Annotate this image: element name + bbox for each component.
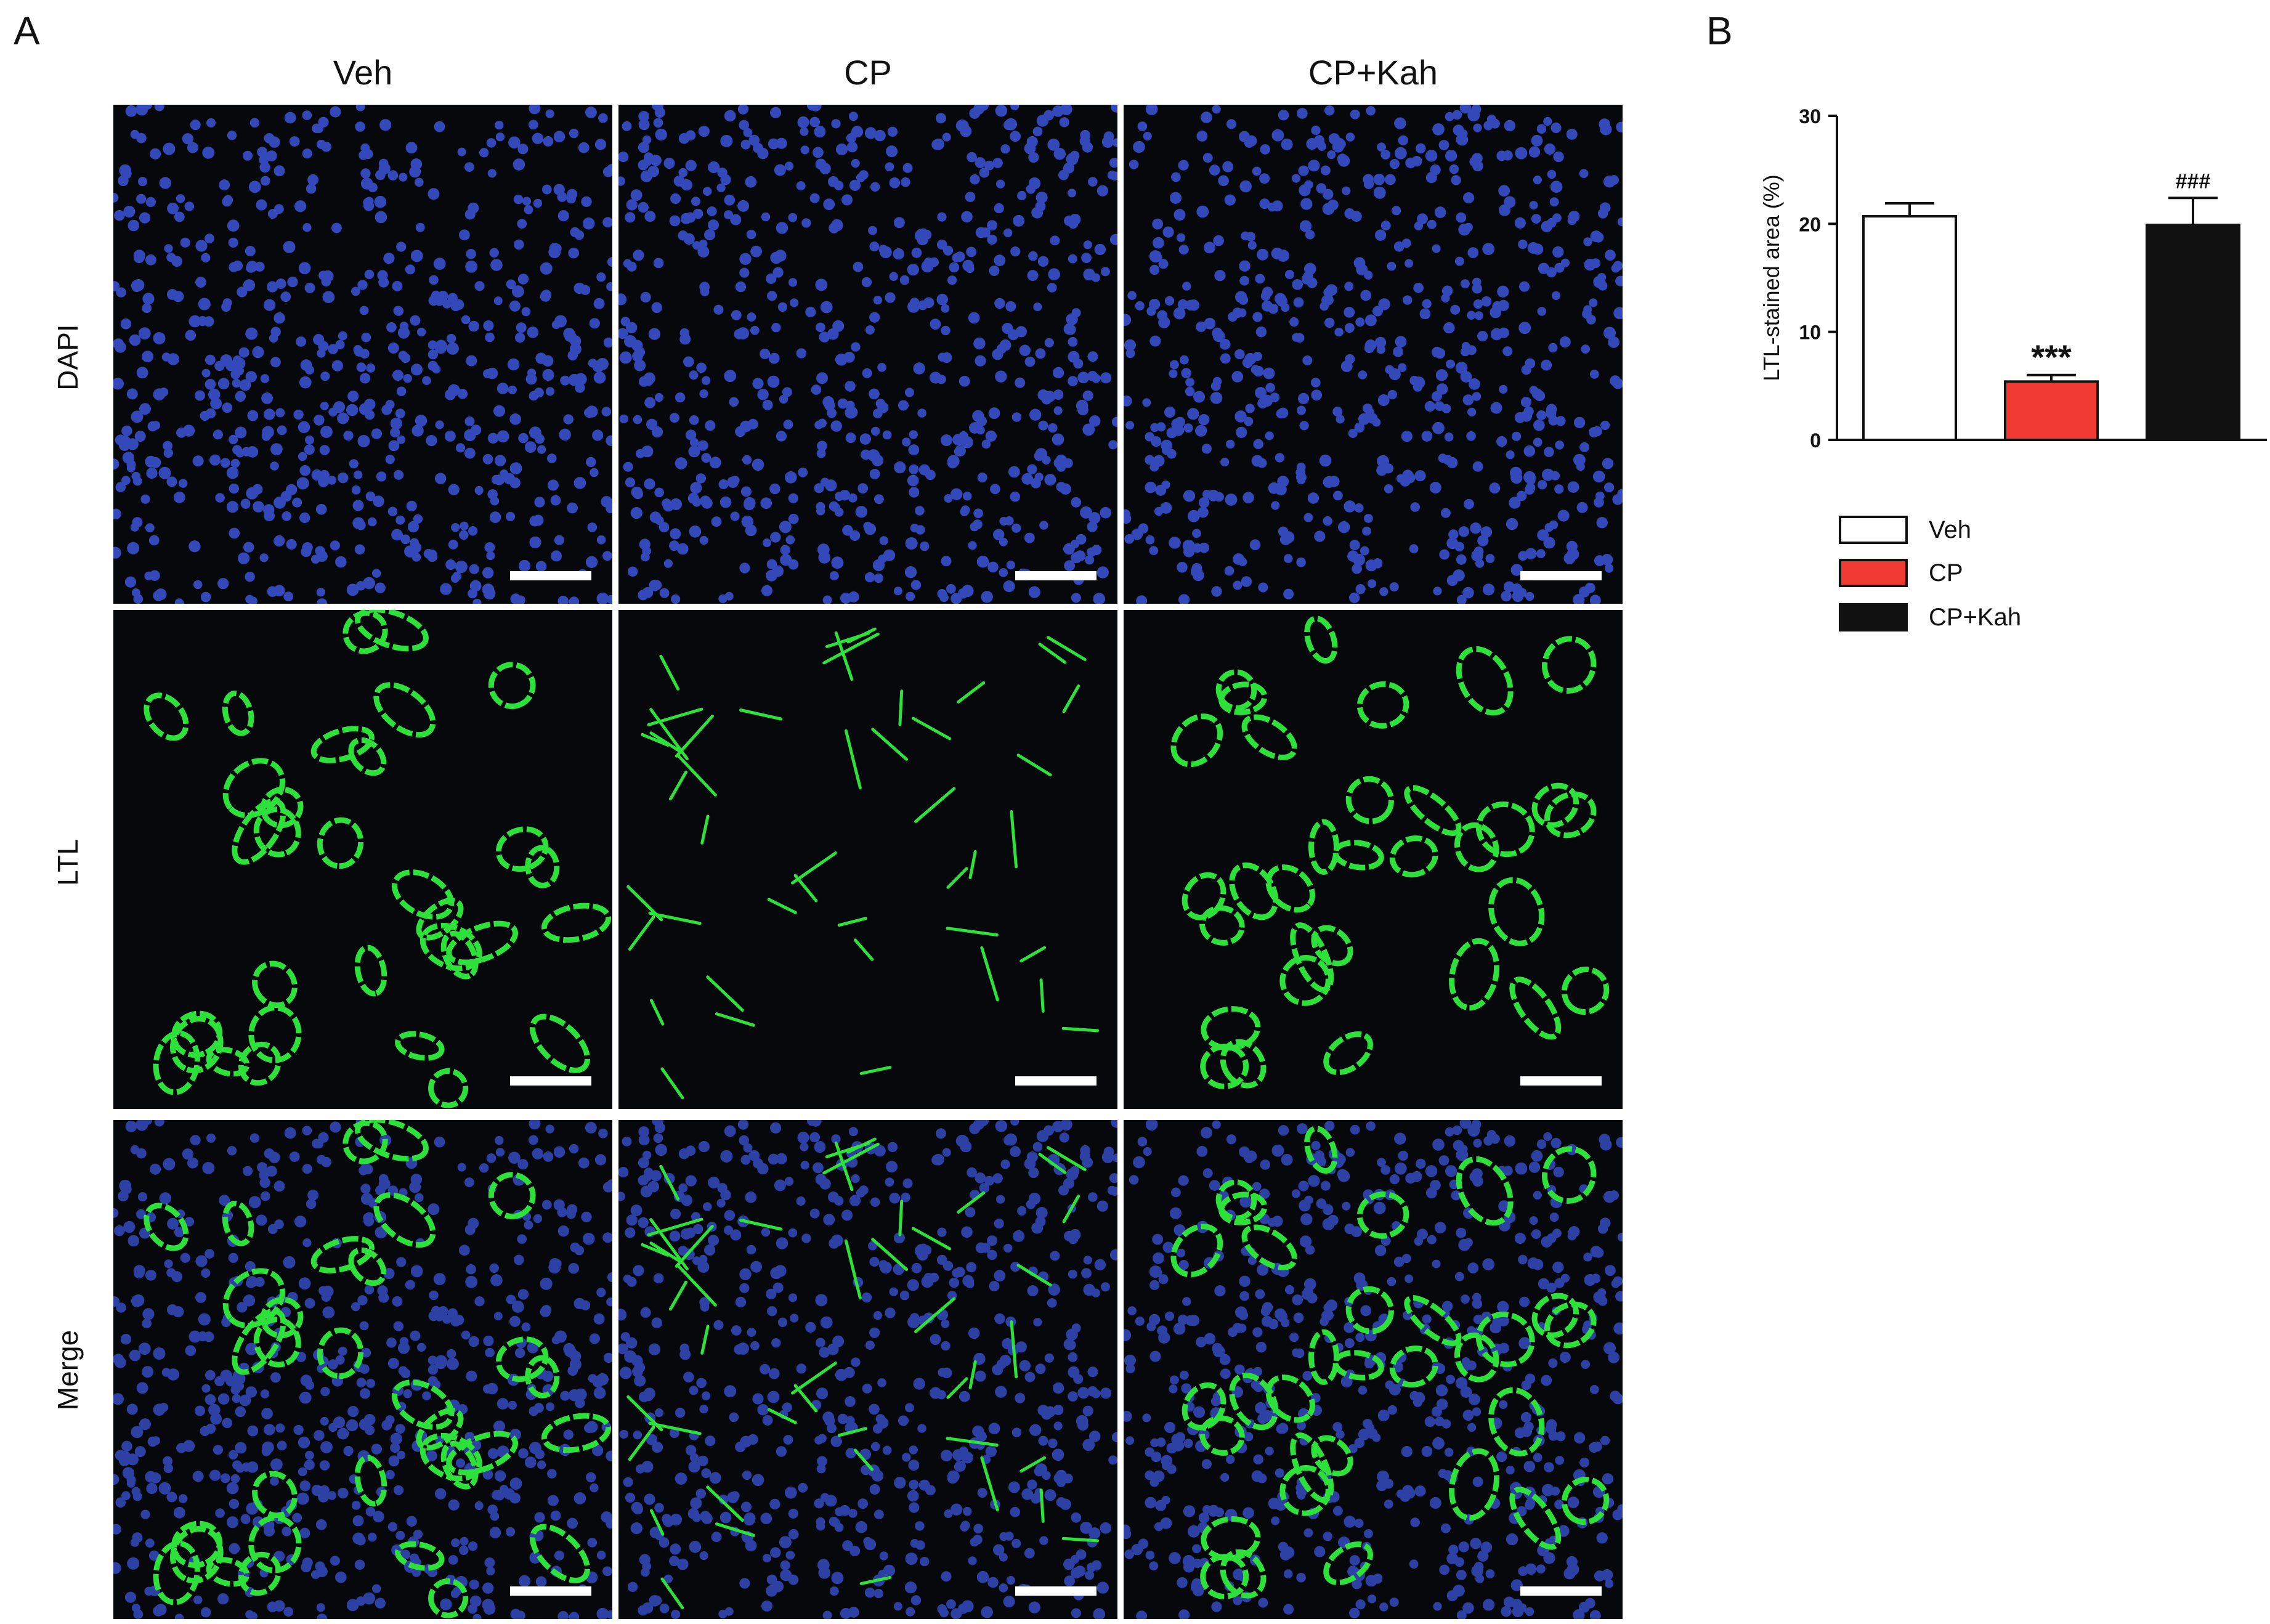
scale-bar [1520,1586,1602,1596]
micrograph-ltl-cp [618,610,1117,1109]
scale-bar [510,571,591,580]
significance-CP: *** [2031,338,2072,376]
dapi-nuclei [618,105,1117,604]
scale-bar [1015,1586,1096,1596]
bar-Veh [1862,215,1957,441]
y-tick-label-0: 0 [1810,429,1821,452]
ltl-tubules [626,627,1100,1100]
scale-bar [510,1586,591,1596]
row-label-ltl: LTL [52,839,84,886]
y-axis-label: LTL-stained area (%) [1759,174,1784,381]
ltl-tubules [144,610,612,1108]
y-tick-label-20: 20 [1799,213,1821,235]
micrograph-merge-cp-kah [1124,1120,1623,1619]
micrograph-ltl-cp-kah [1124,610,1623,1109]
dapi-nuclei [1124,105,1623,604]
ltl-tubules [1170,1126,1610,1599]
legend-swatch-veh [1839,516,1908,544]
panel-label-a: A [14,9,40,53]
dapi-nuclei [618,1120,1117,1619]
legend-swatch-cp-kah [1839,603,1908,631]
legend-item-cp: CP [1839,558,1963,588]
bar-CP+Kah [2146,224,2240,441]
y-tick-label-30: 30 [1799,105,1821,128]
row-label-merge: Merge [52,1330,84,1411]
row-label-dapi: DAPI [52,324,84,391]
legend-item-cp-kah: CP+Kah [1839,602,2021,633]
scale-bar [1520,571,1602,580]
ltl-bar-chart: 0 10 20 30 LTL-stained area (%) *** ### [1759,105,2267,452]
micrograph-dapi-veh [113,105,612,604]
legend-label-cp: CP [1929,559,1963,587]
dapi-nuclei [113,105,612,604]
panel-label-b: B [1706,9,1733,53]
legend-swatch-cp [1839,559,1908,587]
significance-CP+Kah: ### [2176,169,2211,193]
micrograph-merge-cp [618,1120,1117,1619]
micrograph-merge-veh [113,1120,612,1619]
scale-bar [1015,1076,1096,1086]
scale-bar [1015,571,1096,580]
column-header-cp-kah: CP+Kah [1308,53,1438,92]
bar-CP [2004,380,2099,442]
scale-bar [510,1076,591,1086]
micrograph-dapi-cp-kah [1124,105,1623,604]
dapi-nuclei [1124,1120,1623,1619]
legend-item-veh: Veh [1839,514,1971,545]
column-header-cp: CP [844,53,892,92]
scale-bar [1520,1076,1602,1086]
column-header-veh: Veh [333,53,393,92]
legend-label-cp-kah: CP+Kah [1929,603,2022,631]
y-tick-label-10: 10 [1799,322,1821,344]
ltl-tubules [1170,615,1610,1089]
legend-label-veh: Veh [1929,516,1971,543]
micrograph-ltl-veh [113,610,612,1109]
micrograph-dapi-cp [618,105,1117,604]
ltl-tubules [626,1137,1100,1610]
